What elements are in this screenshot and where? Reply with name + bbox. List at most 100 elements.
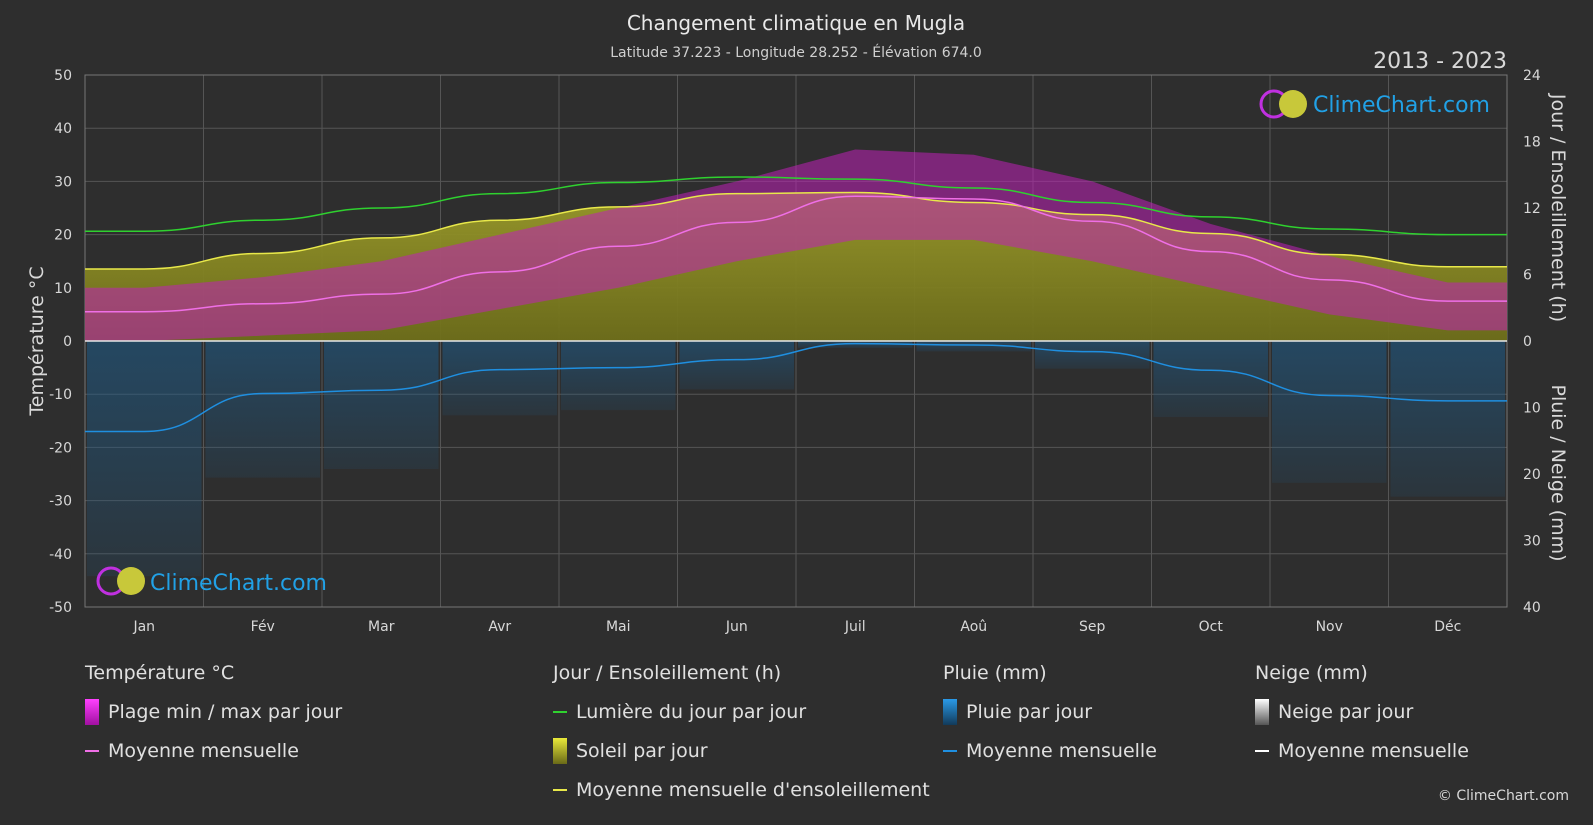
- month-label: Oct: [1199, 619, 1224, 635]
- logo-globe-icon: [117, 567, 145, 595]
- left-axis-label: Température °C: [26, 266, 48, 416]
- legend-item-label: Moyenne mensuelle d'ensoleillement: [576, 779, 930, 801]
- right-top-tick-label: 12: [1523, 201, 1541, 217]
- month-label: Sep: [1079, 619, 1106, 635]
- sunshine-avg-swatch: [553, 789, 567, 791]
- period-label: 2013 - 2023: [1373, 49, 1507, 74]
- left-axis-ticks: 50 40 30 20 10 0 -10 -20 -30 -40 -50: [49, 68, 72, 616]
- rain-bars: [87, 341, 1505, 577]
- legend-rain: Pluie (mm) Pluie par jour Moyenne mensue…: [943, 662, 1157, 778]
- logo-text: ClimeChart.com: [1313, 93, 1490, 118]
- left-tick-label: 50: [54, 68, 72, 84]
- rain-bar: [916, 341, 1031, 352]
- legend-rain-title: Pluie (mm): [943, 662, 1047, 684]
- legend-item-label: Moyenne mensuelle: [966, 740, 1157, 762]
- left-tick-label: -50: [49, 600, 72, 616]
- logo-bottom: ClimeChart.com: [96, 566, 327, 596]
- legend-temperature: Température °C Plage min / max par jour …: [85, 662, 342, 778]
- month-label: Mar: [368, 619, 395, 635]
- logo-top: ClimeChart.com: [1259, 89, 1490, 119]
- right-top-axis-label: Jour / Ensoleillement (h): [1547, 93, 1569, 322]
- right-top-tick-label: 18: [1523, 135, 1541, 151]
- left-tick-label: 0: [63, 334, 72, 350]
- rain-swatch: [943, 699, 957, 725]
- legend-item-label: Moyenne mensuelle: [1278, 740, 1469, 762]
- month-labels: Jan Fév Mar Avr Mai Jun Juil Aoû Sep Oct Nov Déc: [132, 619, 1461, 635]
- legend-item-label: Lumière du jour par jour: [576, 701, 807, 723]
- snow-avg-swatch: [1255, 750, 1269, 752]
- daylight-swatch: [553, 711, 567, 713]
- rain-bar: [798, 341, 913, 348]
- month-label: Aoû: [960, 619, 987, 635]
- month-label: Fév: [251, 619, 275, 635]
- legend-sun: Jour / Ensoleillement (h) Lumière du jou…: [553, 662, 930, 817]
- right-bottom-tick-label: 40: [1523, 600, 1541, 616]
- legend-item: Neige par jour: [1255, 699, 1469, 725]
- sunshine-average-line: [85, 191, 1507, 270]
- month-label: Juil: [844, 619, 866, 635]
- rain-bar: [1153, 341, 1268, 418]
- left-tick-label: 40: [54, 121, 72, 137]
- rain-bar: [1390, 341, 1505, 497]
- rain-bar: [205, 341, 320, 478]
- left-tick-label: -40: [49, 547, 72, 563]
- legend-item: Moyenne mensuelle: [943, 739, 1157, 763]
- legend-item: Pluie par jour: [943, 699, 1157, 725]
- legend-snow: Neige (mm) Neige par jour Moyenne mensue…: [1255, 662, 1469, 778]
- left-tick-label: -20: [49, 440, 72, 456]
- right-bottom-tick-label: 20: [1523, 467, 1541, 483]
- legend-item: Soleil par jour: [553, 738, 930, 764]
- snow-swatch: [1255, 699, 1269, 725]
- legend-item: Moyenne mensuelle: [1255, 739, 1469, 763]
- logo-globe-icon: [1279, 90, 1307, 118]
- temperature-range-band: [85, 149, 1507, 341]
- legend-item: Plage min / max par jour: [85, 699, 343, 725]
- legend-item-label: Soleil par jour: [576, 740, 708, 762]
- right-bottom-tick-label: 30: [1523, 534, 1541, 550]
- left-tick-label: -30: [49, 494, 72, 510]
- rain-bar: [561, 341, 676, 411]
- legend-item: Lumière du jour par jour: [553, 700, 930, 724]
- daylight-line: [84, 176, 1507, 236]
- sunshine-swatch: [553, 738, 567, 764]
- right-bottom-axis-label: Pluie / Neige (mm): [1547, 384, 1569, 561]
- left-tick-label: 10: [54, 281, 72, 297]
- rain-avg-swatch: [943, 750, 957, 752]
- legend-item-label: Pluie par jour: [966, 701, 1093, 723]
- copyright: © ClimeChart.com: [1437, 788, 1569, 804]
- legend-item: Moyenne mensuelle d'ensoleillement: [553, 778, 930, 802]
- legend-item: Moyenne mensuelle: [85, 739, 342, 763]
- month-label: Nov: [1316, 619, 1343, 635]
- month-label: Avr: [488, 619, 511, 635]
- rain-bar: [324, 341, 439, 469]
- legend-item-label: Neige par jour: [1278, 701, 1414, 723]
- left-tick-label: 30: [54, 174, 72, 190]
- rain-bar: [1272, 341, 1387, 483]
- climate-chart: Changement climatique en Mugla Latitude …: [26, 11, 1569, 635]
- legend-item-label: Moyenne mensuelle: [108, 740, 299, 762]
- right-top-tick-label: 0: [1523, 334, 1532, 350]
- rain-average-line: [84, 342, 1507, 433]
- rain-bar: [442, 341, 557, 416]
- legend-snow-title: Neige (mm): [1255, 662, 1368, 684]
- left-tick-label: 20: [54, 228, 72, 244]
- right-axis-ticks: 24 18 12 6 0 10 20 30 40: [1523, 68, 1541, 616]
- logo-text: ClimeChart.com: [150, 571, 327, 596]
- month-label: Mai: [606, 619, 631, 635]
- legend-temperature-title: Température °C: [85, 662, 235, 684]
- chart-subtitle: Latitude 37.223 - Longitude 28.252 - Élé…: [610, 44, 982, 61]
- right-bottom-tick-label: 10: [1523, 401, 1541, 417]
- month-label: Jun: [725, 619, 748, 635]
- legend-sun-title: Jour / Ensoleillement (h): [553, 662, 782, 684]
- left-tick-label: -10: [49, 387, 72, 403]
- rain-bar: [87, 341, 202, 577]
- range-swatch: [85, 699, 99, 725]
- legend-item-label: Plage min / max par jour: [108, 701, 343, 723]
- right-top-tick-label: 24: [1523, 68, 1541, 84]
- chart-title: Changement climatique en Mugla: [627, 11, 965, 35]
- month-label: Déc: [1434, 619, 1461, 635]
- temperature-average-line: [85, 195, 1507, 313]
- month-label: Jan: [132, 619, 155, 635]
- temp-avg-swatch: [85, 750, 99, 752]
- right-top-tick-label: 6: [1523, 268, 1532, 284]
